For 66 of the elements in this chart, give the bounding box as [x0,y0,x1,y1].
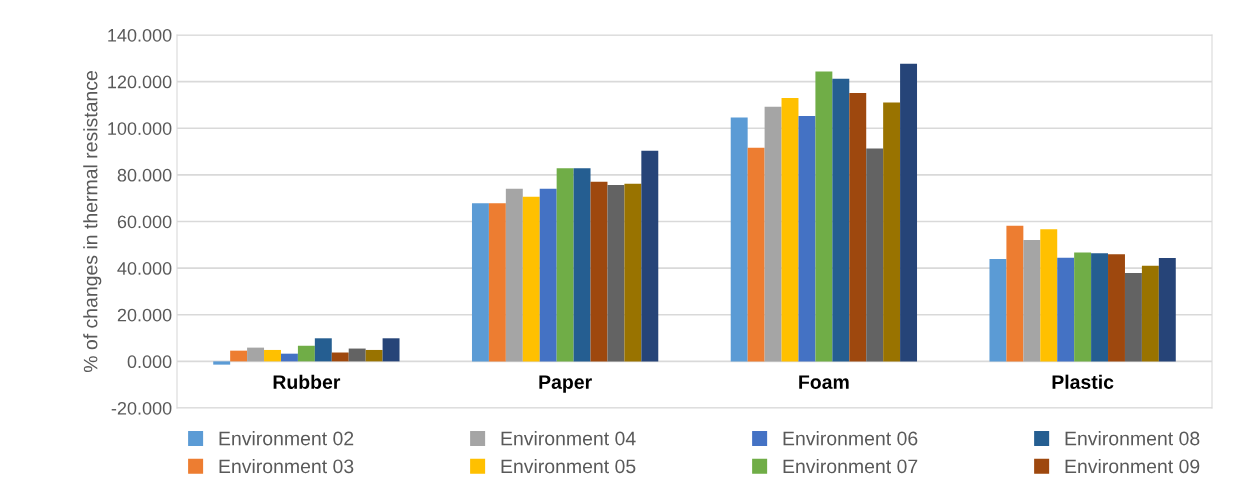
bar [1006,225,1024,362]
bar [264,349,281,362]
y-tick-label: 60.000 [117,215,172,229]
bar [1023,239,1041,362]
legend-label: Environment 07 [783,458,918,474]
bar [247,347,265,362]
bar [764,106,782,362]
bar [1057,257,1075,362]
bar [505,188,523,362]
y-tick-label: 40.000 [117,262,172,275]
x-tick-label: Foam [799,375,849,389]
bar [348,348,366,362]
bar [1074,252,1092,362]
bar [280,353,298,362]
bar [832,78,850,362]
bar [230,350,248,362]
y-tick-label: 80.000 [117,168,172,182]
bar [365,349,383,362]
bar [866,148,884,362]
bar [471,203,489,362]
bar [641,150,659,362]
bar [331,352,349,362]
bar [1141,265,1159,362]
bar [624,183,642,362]
bar [539,188,557,362]
y-tick-label: 20.000 [117,308,172,322]
bar [297,345,315,362]
y-tick-label: 100.000 [108,122,172,135]
bar [590,181,608,362]
legend-label: Environment 09 [1065,458,1200,474]
bar [314,338,332,362]
bar [730,117,748,362]
legend-label: Environment 03 [219,458,354,474]
bar [781,97,799,362]
y-tick-label: 140.000 [108,28,172,42]
y-tick-label: -20.000 [111,401,172,415]
bar [883,102,901,362]
bar [798,115,816,362]
legend-label: Environment 05 [501,458,636,474]
legend-label: Environment 08 [1065,431,1200,446]
bar [488,203,506,362]
legend-label: Environment 02 [219,431,354,446]
bar [573,168,591,362]
bar [1091,253,1109,362]
bar [849,93,867,362]
y-tick-label: 120.000 [108,75,172,89]
bar [989,259,1007,362]
x-tick-label: Paper [539,375,592,393]
bar [747,147,765,362]
x-tick-label: Rubber [273,374,341,389]
bar [522,196,540,362]
bar [1124,273,1142,362]
bar [1158,258,1176,362]
y-tick-label: 0.000 [127,355,172,369]
bar [607,184,625,362]
y-axis-title: % of changes in thermal resistance [83,71,102,373]
legend-label: Environment 04 [501,431,636,446]
bar [900,63,918,362]
bar [1108,254,1125,362]
bar [556,168,574,362]
legend-label: Environment 06 [783,431,918,446]
bar [213,361,231,365]
bar [815,71,833,362]
bar [382,338,400,362]
bar [1040,229,1058,362]
x-tick-label: Plastic [1052,374,1114,389]
